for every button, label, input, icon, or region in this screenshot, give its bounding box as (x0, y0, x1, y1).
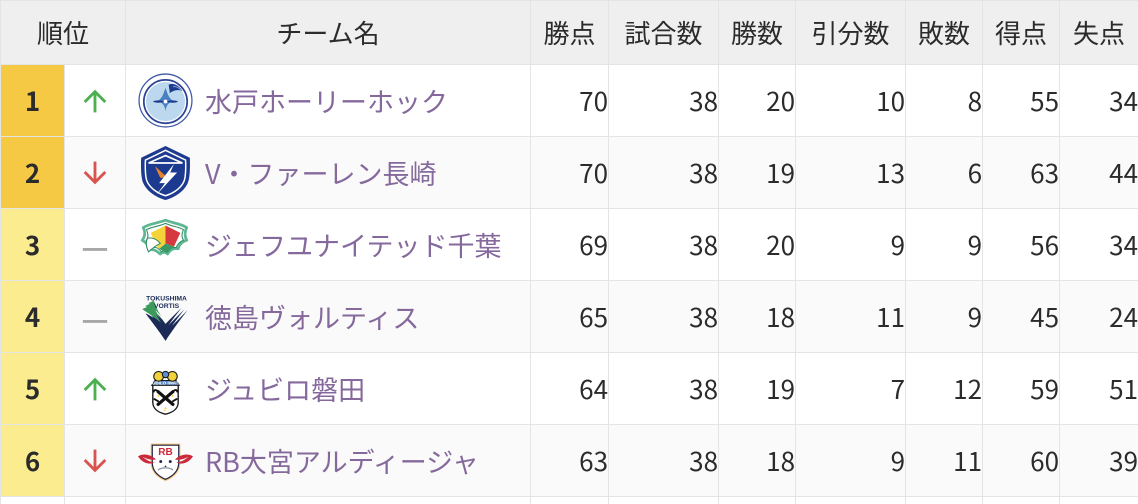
svg-text:TOKUSHIMA: TOKUSHIMA (146, 296, 187, 303)
svg-text:RB: RB (158, 447, 173, 458)
svg-text:JUBILO IWATA: JUBILO IWATA (150, 381, 183, 386)
svg-text:VORTIS: VORTIS (154, 303, 180, 310)
